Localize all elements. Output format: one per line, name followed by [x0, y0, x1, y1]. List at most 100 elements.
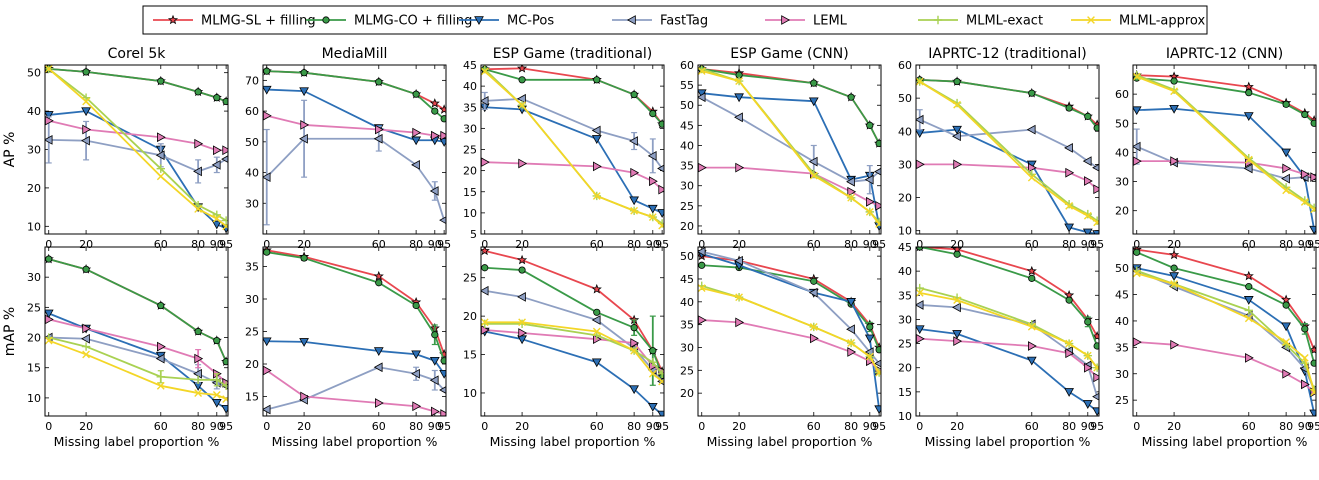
- data-point: [1170, 156, 1180, 167]
- y-tick-label: 25: [27, 301, 41, 314]
- data-point: [440, 115, 446, 123]
- data-point: [953, 250, 961, 258]
- data-point: [592, 192, 601, 200]
- x-tick-label: 60: [590, 238, 604, 251]
- x-tick-label: 20: [1167, 420, 1181, 433]
- data-point: [222, 222, 228, 231]
- data-point: [1092, 331, 1099, 341]
- data-point: [1082, 400, 1093, 409]
- data-point: [866, 196, 875, 207]
- data-point: [1093, 218, 1099, 227]
- data-point: [1028, 162, 1037, 173]
- panel-frame: [44, 246, 229, 417]
- data-point: [300, 391, 310, 402]
- data-point: [953, 77, 961, 86]
- x-axis-label: Missing label proportion %: [54, 434, 220, 449]
- x-axis-label: Missing label proportion %: [1142, 434, 1308, 449]
- series-line: [919, 80, 1098, 222]
- y-tick-label: 35: [680, 319, 694, 332]
- y-tick-label: 20: [1115, 205, 1129, 218]
- y-tick-label: 35: [245, 261, 259, 274]
- series-tri-right: [698, 162, 881, 211]
- data-point: [1170, 280, 1178, 288]
- x-tick-label: 0: [481, 238, 488, 251]
- y-tick-label: 35: [1115, 341, 1129, 354]
- data-point: [1084, 112, 1092, 120]
- data-point: [1282, 163, 1292, 174]
- data-point: [45, 135, 53, 145]
- data-point: [649, 176, 658, 187]
- x-tick-label: 0: [916, 420, 923, 433]
- row-label-ap: AP %: [2, 132, 18, 168]
- x-tick-label: 20: [79, 238, 93, 251]
- x-tick-label: 20: [297, 420, 311, 433]
- series-circle: [1133, 248, 1316, 367]
- data-point: [222, 395, 228, 403]
- data-point: [658, 221, 664, 230]
- series-star: [481, 65, 664, 129]
- series-tri-left: [698, 92, 881, 195]
- legend-marker: [933, 15, 943, 25]
- series-line: [1136, 74, 1315, 209]
- data-point: [810, 79, 818, 87]
- y-tick-label: 20: [898, 362, 912, 375]
- y-tick-label: 30: [1115, 368, 1129, 381]
- data-point: [874, 359, 881, 368]
- y-tick-label: 15: [27, 362, 41, 375]
- data-point: [1281, 322, 1292, 332]
- data-point: [1083, 351, 1092, 360]
- data-point: [81, 333, 90, 344]
- y-tick-label: 10: [463, 207, 477, 220]
- x-tick-label: 95: [219, 420, 233, 433]
- panel-frame: [915, 246, 1100, 417]
- data-point: [874, 405, 881, 415]
- x-tick-label: 95: [872, 238, 886, 251]
- x-tick-label: 95: [437, 420, 451, 433]
- data-point: [431, 130, 440, 141]
- series-tri-down: [1133, 264, 1316, 416]
- data-point: [647, 403, 658, 412]
- x-tick-label: 90: [428, 238, 442, 251]
- data-point: [481, 318, 489, 327]
- data-point: [1245, 353, 1254, 363]
- data-point: [411, 350, 422, 360]
- y-tick-label: 15: [898, 386, 912, 399]
- data-point: [263, 172, 271, 183]
- series-line: [919, 247, 1098, 337]
- y-tick-label: 40: [27, 105, 41, 118]
- panel-data: [916, 247, 1099, 416]
- data-point: [1281, 173, 1290, 184]
- data-point: [1084, 318, 1092, 326]
- data-point: [518, 318, 526, 327]
- data-point: [698, 247, 706, 257]
- data-point: [194, 389, 203, 397]
- data-point: [1243, 270, 1254, 281]
- legend-entry-label: LEML: [813, 14, 848, 29]
- y-tick-label: 25: [898, 338, 912, 351]
- y-tick-label: 50: [680, 99, 694, 112]
- y-tick-label: 10: [27, 220, 41, 233]
- data-point: [82, 124, 92, 135]
- data-point: [517, 319, 527, 329]
- y-tick-label: 20: [680, 220, 694, 233]
- data-point: [916, 288, 924, 297]
- series-tri-right: [45, 115, 228, 156]
- data-point: [657, 410, 664, 416]
- panel-frame: [480, 64, 665, 235]
- data-point: [1310, 119, 1316, 127]
- x-tick-label: 80: [409, 238, 423, 251]
- legend-entry-label: MLML-approx: [1119, 14, 1205, 29]
- data-point: [517, 93, 526, 104]
- y-tick-label: 50: [1115, 117, 1129, 130]
- series-circle: [263, 67, 446, 123]
- data-point: [82, 68, 90, 76]
- x-tick-label: 20: [732, 420, 746, 433]
- data-point: [156, 172, 165, 181]
- data-point: [875, 139, 881, 148]
- x-tick-label: 60: [372, 420, 386, 433]
- panel-data: [698, 247, 881, 415]
- y-tick-label: 20: [680, 387, 694, 400]
